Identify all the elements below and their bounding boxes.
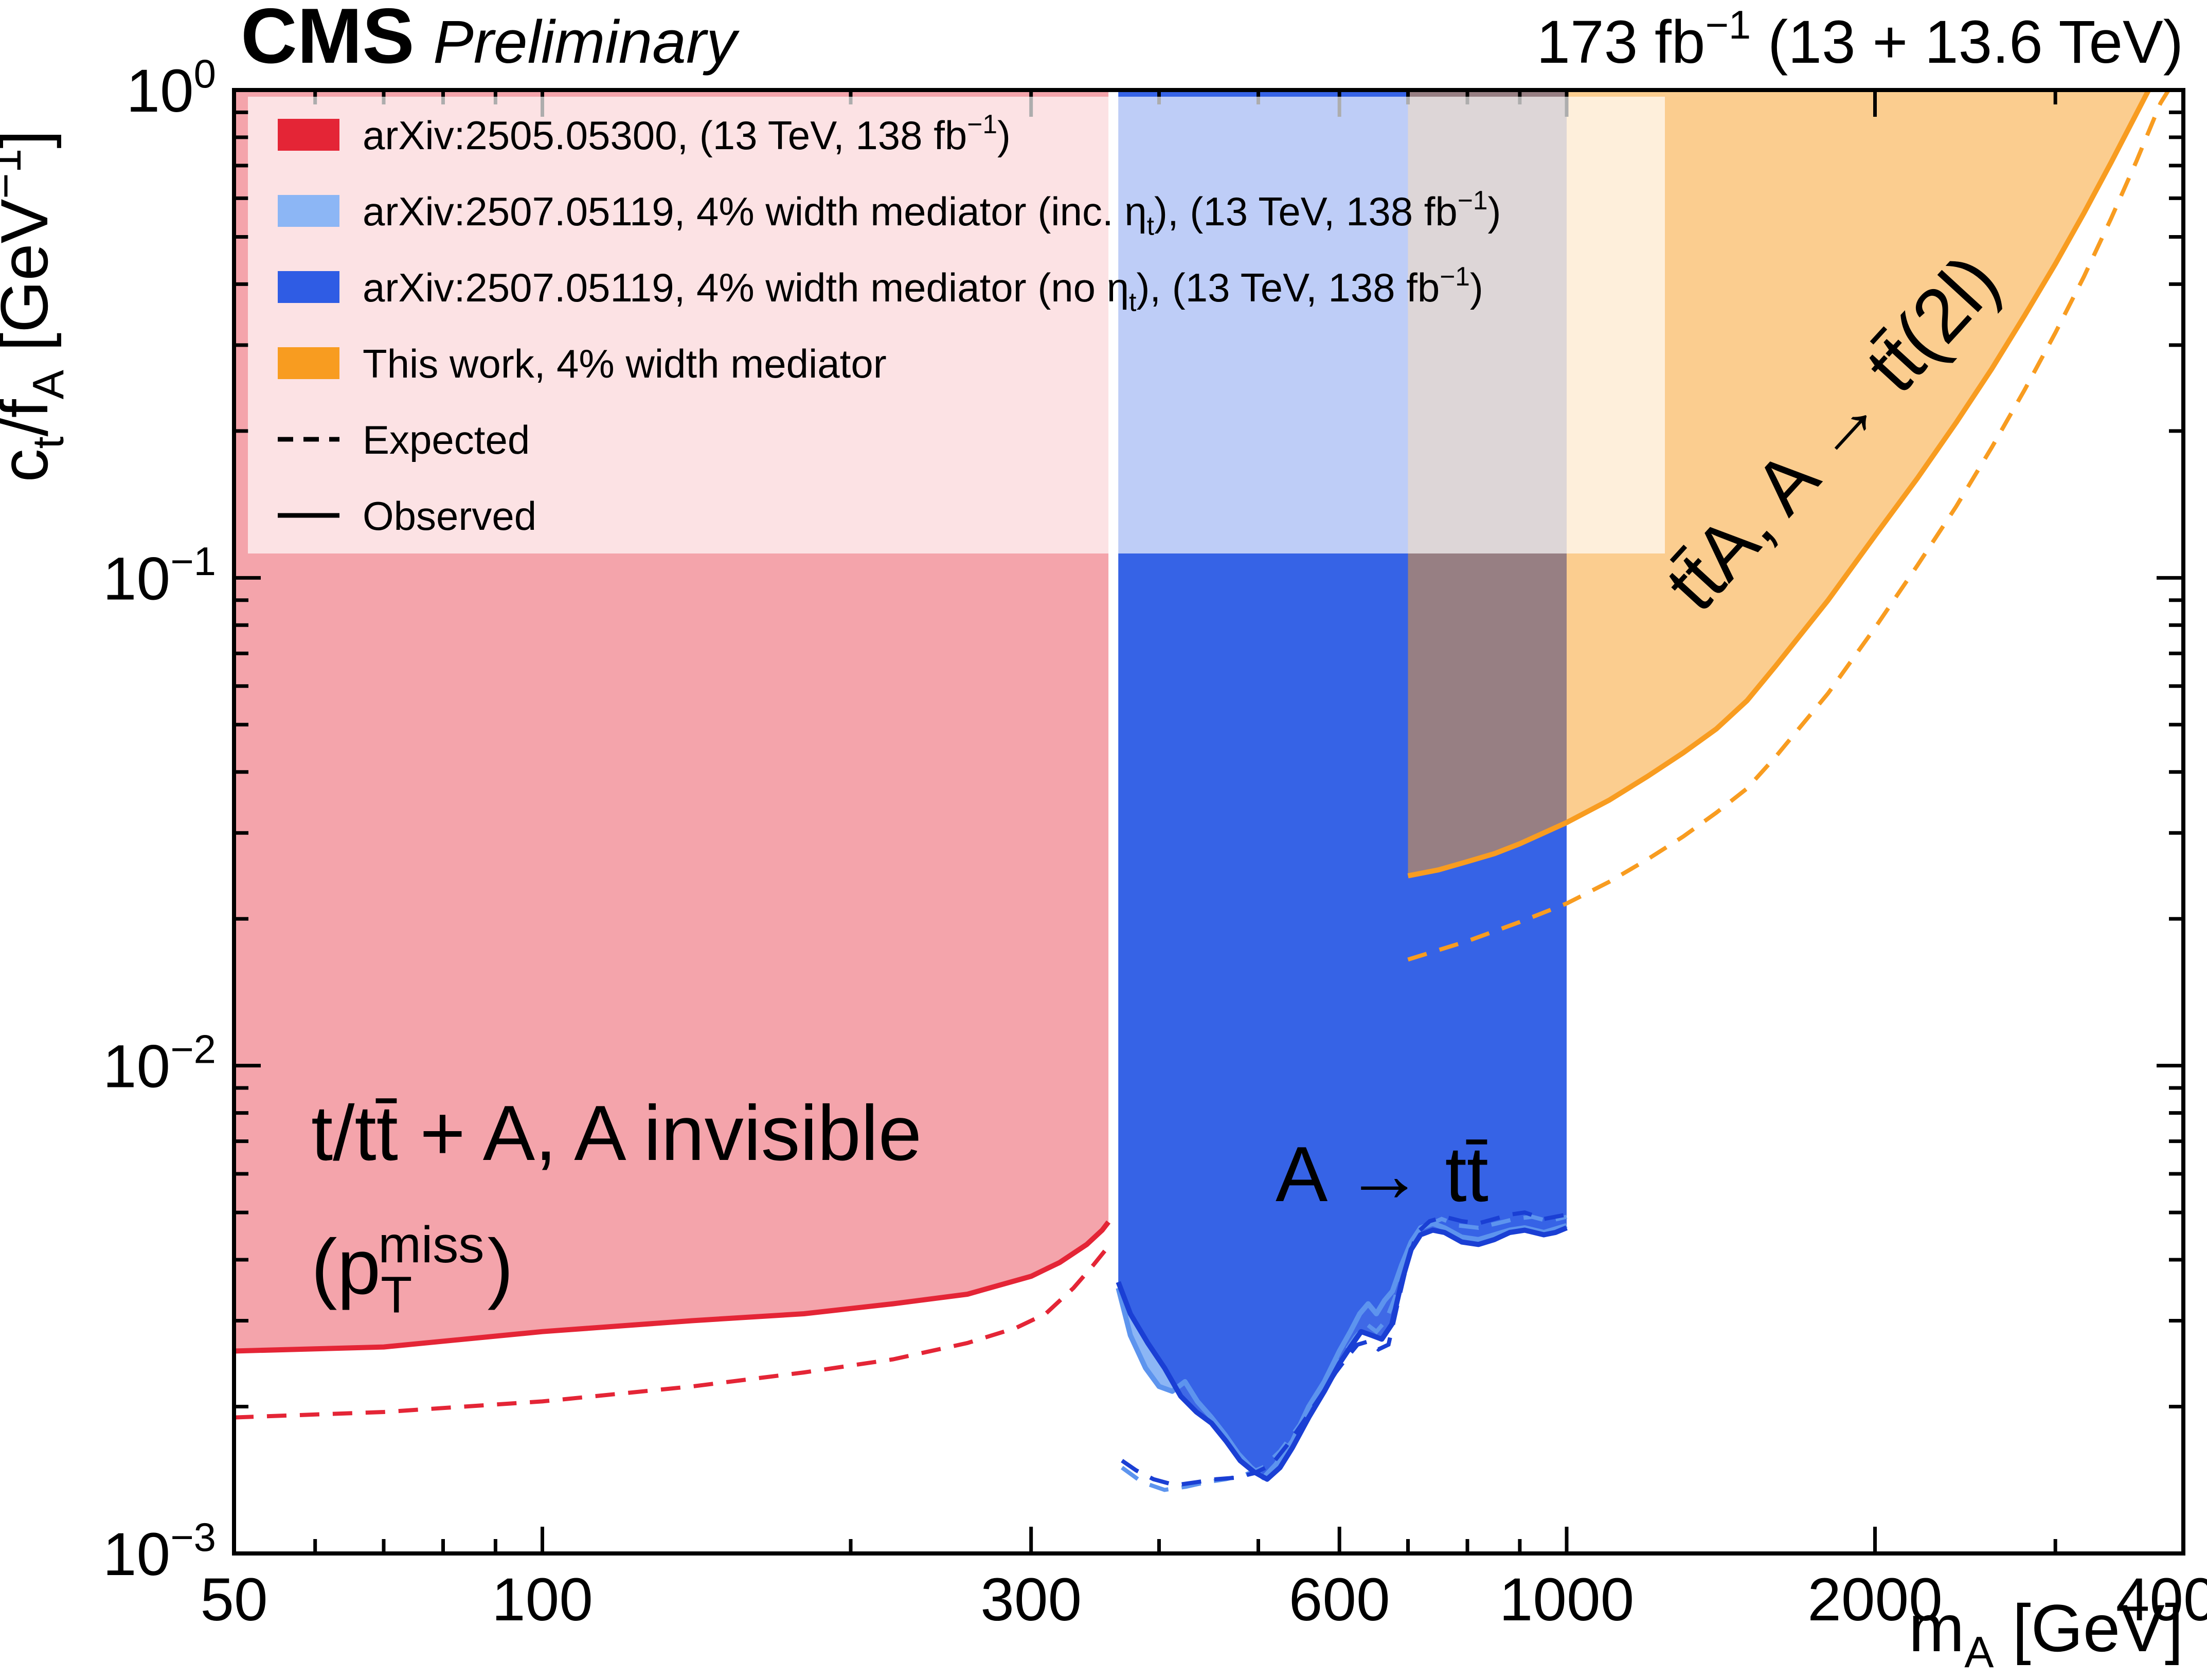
x-tick-label: 2000 (1807, 1566, 1943, 1634)
legend-swatch-fill (278, 119, 339, 151)
region-label-invisible-line1: t/tt̄ + A, A invisible (311, 1089, 922, 1177)
observed-limit-blue_dark (1116, 1225, 1568, 1482)
status-label: Preliminary (433, 8, 740, 76)
experiment-label: CMS (241, 0, 415, 80)
y-tick-label: 10−3 (103, 1514, 216, 1588)
legend-entry-label: arXiv:2505.05300, (13 TeV, 138 fb−1) (363, 109, 1011, 158)
x-tick-label: 50 (200, 1566, 267, 1634)
x-tick-label: 300 (980, 1566, 1082, 1634)
expected-limit-orange (1407, 90, 2170, 962)
legend-box (248, 97, 1665, 553)
x-tick-label: 600 (1289, 1566, 1390, 1634)
expected-limit-blue_dark (1121, 1210, 1567, 1488)
x-tick-label: 1000 (1499, 1566, 1635, 1634)
luminosity-label: 173 fb−1 (13 + 13.6 TeV) (1536, 2, 2183, 76)
legend-swatch-fill (278, 347, 339, 379)
legend: arXiv:2505.05300, (13 TeV, 138 fb−1) arXi… (248, 97, 1665, 553)
legend-entry-label: Expected (363, 417, 530, 462)
y-tick-label: 100 (126, 51, 216, 125)
region-label-a-to-tt: A → tt̄ (1276, 1131, 1488, 1218)
region-label-invisible-line2: (pTmiss) (311, 1216, 513, 1324)
legend-swatch-fill (278, 195, 339, 227)
header: CMS Preliminary 173 fb−1 (13 + 13.6 TeV) (241, 0, 2183, 80)
axis-tick-labels: 50 100 300 600 1000 2000 4000 100 10−1 10−2 10−3 (103, 51, 2207, 1634)
y-tick-label: 10−2 (103, 1027, 216, 1101)
y-tick-label: 10−1 (103, 539, 216, 613)
x-tick-label: 100 (492, 1566, 593, 1634)
y-axis-title: ct/fA [GeV−1] (0, 130, 73, 482)
observed-limit-blue_light (1116, 1221, 1568, 1480)
limit-curves (234, 90, 2170, 1492)
legend-entry-label: This work, 4% width mediator (363, 341, 887, 386)
legend-swatch-fill (278, 271, 339, 303)
legend-entry-label: Observed (363, 493, 536, 539)
observed-limit-red (234, 1220, 1111, 1354)
legend-entry-label: arXiv:2507.05119, 4% width mediator (inc… (363, 185, 1501, 241)
x-axis-title: mA [GeV] (1909, 1590, 2183, 1677)
x-tick-label: 4000 (2116, 1566, 2207, 1634)
expected-limit-red (234, 1248, 1108, 1420)
legend-entry-label: arXiv:2507.05119, 4% width mediator (no … (363, 261, 1483, 317)
observed-limit-orange (1407, 90, 2151, 879)
plot-frame (232, 88, 2185, 1556)
